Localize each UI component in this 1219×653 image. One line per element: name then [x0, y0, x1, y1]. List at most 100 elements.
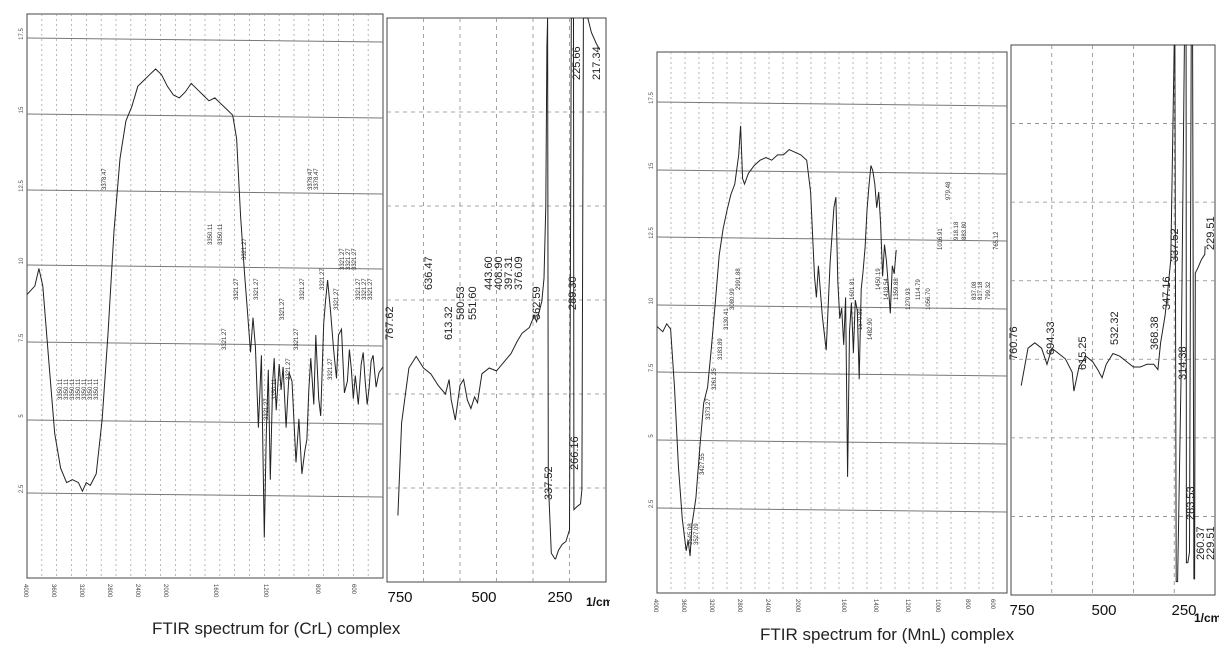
peak-label: 979.48: [946, 181, 952, 200]
peak-label: 3321.27: [254, 278, 260, 300]
peak-label: 615.25: [1077, 336, 1089, 370]
x-tick-label-left: 1600: [840, 599, 846, 613]
spectrum-line-right: [397, 17, 601, 560]
peak-label: 362.59: [531, 286, 543, 320]
peak-label: 636.47: [423, 256, 435, 290]
peak-label: 1359.88: [894, 278, 900, 300]
peak-label: 3545.08: [688, 523, 694, 545]
peak-label: 229.51: [1205, 216, 1217, 250]
spectrum-line-left: [26, 68, 384, 538]
x-tick-label-left: 2400: [764, 599, 770, 613]
peak-label: 2991.88: [736, 268, 742, 290]
x-tick-label-left: 2800: [106, 584, 112, 598]
peak-label: 765.12: [994, 231, 1000, 250]
peak-label: 767.62: [384, 306, 396, 340]
peak-label: 3321.27: [356, 278, 362, 300]
peak-label: 3321.27: [368, 278, 374, 300]
peak-label: 1570.89: [858, 308, 864, 330]
x-tick-label-right: 250: [547, 589, 572, 606]
peak-label: 3321.27: [334, 288, 340, 310]
peak-label: 760.76: [1008, 326, 1020, 360]
y-tick-label: 5: [19, 414, 25, 418]
peak-label: 3350.11: [94, 378, 100, 400]
peak-label: 3261.25: [712, 368, 718, 390]
x-tick-label-left: 3200: [78, 584, 84, 598]
peak-label: 260.37: [1195, 526, 1207, 560]
peak-label: 837.08: [972, 281, 978, 300]
x-tick-label-left: 600: [989, 599, 995, 610]
peak-label: 376.09: [513, 256, 525, 290]
peak-label: 532.32: [1109, 311, 1121, 345]
peak-label: 817.18: [978, 281, 984, 300]
peak-label: 3321.27: [242, 238, 248, 260]
peak-label: 3350.11: [272, 378, 278, 400]
x-tick-label-left: 1600: [212, 584, 218, 598]
unit-label: 1/cm: [1194, 611, 1219, 625]
y-tick-label: 7.5: [649, 363, 655, 372]
peak-label: 289.30: [567, 276, 579, 310]
peak-label: 225.66: [571, 46, 583, 80]
peak-label: 408.90: [493, 256, 505, 290]
peak-label: 3427.55: [700, 453, 706, 475]
peak-label: 3080.99: [730, 288, 736, 310]
peak-label: 3321.27: [362, 278, 368, 300]
peak-label: 217.34: [591, 46, 603, 80]
peak-label: 3378.47: [314, 168, 320, 190]
x-tick-label-left: 800: [314, 584, 320, 595]
peak-label: 3321.27: [280, 298, 286, 320]
y-tick-label: 15: [649, 162, 655, 169]
unit-label: 1/cm: [586, 595, 610, 609]
peak-label: 3527.09: [694, 523, 700, 545]
peak-label: 397.31: [503, 256, 515, 290]
peak-label: 3321.27: [264, 398, 270, 420]
left-hgrid-line: [656, 507, 1008, 513]
peak-label: 1114.79: [916, 279, 922, 300]
peak-label: 1601.81: [850, 278, 856, 300]
peak-label: 314.38: [1177, 346, 1189, 380]
peak-label: 1482.90: [868, 318, 874, 340]
x-tick-label-left: 4000: [22, 584, 28, 598]
y-tick-label: 12.5: [19, 180, 25, 192]
left-hgrid-line: [656, 371, 1008, 377]
x-tick-label-left: 4000: [652, 599, 658, 613]
peak-label: 266.16: [569, 436, 581, 470]
peak-label: 3373.27: [706, 398, 712, 420]
peak-label: 580.53: [455, 286, 467, 320]
y-tick-label: 5: [649, 434, 655, 438]
left-hgrid-line: [656, 169, 1008, 175]
x-tick-label-right: 500: [1091, 602, 1116, 619]
peak-label: 3350.11: [58, 378, 64, 400]
left-hgrid-line: [26, 113, 384, 119]
peak-label: 1270.93: [906, 288, 912, 310]
peak-label: 368.38: [1149, 316, 1161, 350]
figure-caption-crl: FTIR spectrum for (CrL) complex: [152, 619, 401, 638]
y-tick-label: 10: [19, 257, 25, 264]
y-tick-label: 2.5: [19, 484, 25, 493]
peak-label: 3321.27: [328, 358, 334, 380]
left-hgrid-line: [26, 189, 384, 195]
peak-label: 918.18: [954, 221, 960, 240]
left-hgrid-line: [26, 37, 384, 43]
x-tick-label-right: 250: [1171, 602, 1196, 619]
peak-label: 1056.70: [926, 288, 932, 310]
x-tick-label-left: 2000: [162, 584, 168, 598]
y-tick-label: 10: [649, 297, 655, 304]
left-hgrid-line: [656, 439, 1008, 445]
y-tick-label: 17.5: [19, 28, 25, 40]
left-hgrid-line: [26, 341, 384, 347]
peak-label: 3321.27: [294, 328, 300, 350]
peak-label: 3350.11: [76, 378, 82, 400]
peak-label: 1450.19: [876, 268, 882, 290]
x-tick-label-left: 600: [350, 584, 356, 595]
x-tick-label-right: 500: [471, 589, 496, 606]
right-panel-frame: [1010, 44, 1216, 596]
peak-label: 283.53: [1185, 486, 1197, 520]
peak-label: 347.16: [1161, 276, 1173, 310]
peak-label: 3350.11: [218, 223, 224, 245]
y-tick-label: 17.5: [649, 92, 655, 104]
peak-label: 694.33: [1045, 321, 1057, 355]
peak-label: 3321.27: [352, 248, 358, 270]
x-tick-label-right: 750: [387, 589, 412, 606]
left-hgrid-line: [26, 419, 384, 425]
peak-label: 3321.27: [234, 278, 240, 300]
